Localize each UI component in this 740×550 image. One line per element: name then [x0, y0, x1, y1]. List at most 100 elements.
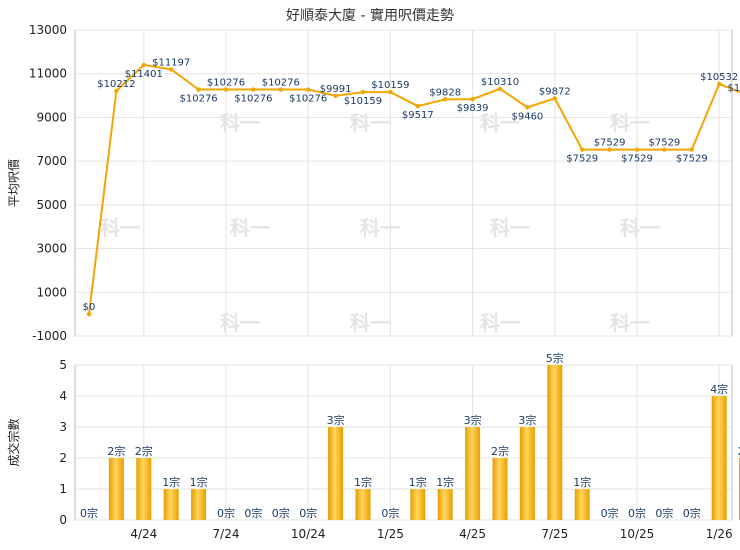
- volume-data-label: 0宗: [272, 506, 290, 520]
- x-tick-label: 7/25: [541, 527, 568, 541]
- price-data-label: $10276: [262, 78, 300, 89]
- price-data-label: $0: [83, 302, 96, 313]
- volume-bar: [711, 396, 727, 520]
- watermark-text: 科一: [360, 216, 400, 240]
- volume-bar: [410, 489, 426, 520]
- volume-data-label: 0宗: [244, 506, 262, 520]
- price-point: [689, 147, 694, 152]
- volume-data-label: 1宗: [573, 475, 591, 489]
- watermark-text: 科一: [350, 111, 390, 135]
- volume-data-label: 0宗: [217, 506, 235, 520]
- price-data-label: $9872: [539, 86, 571, 97]
- price-point: [388, 89, 393, 95]
- price-point: [251, 87, 256, 92]
- volume-bar: [163, 489, 179, 520]
- price-y-tick-label: 7000: [36, 154, 67, 168]
- volume-bar: [108, 458, 124, 520]
- volume-panel: 0 1 2 3 4 5 4/24 7/24 10/24 1/25 4/25 7/25 10/25 1/26…: [6, 351, 740, 541]
- price-point: [662, 147, 667, 152]
- volume-data-label: 0宗: [683, 506, 701, 520]
- price-point: [141, 62, 146, 68]
- watermark-text: 科一: [480, 311, 520, 335]
- price-data-label: $9991: [320, 84, 352, 95]
- price-data-label: $10276: [207, 78, 245, 89]
- price-point: [443, 97, 448, 102]
- price-point: [360, 89, 366, 95]
- price-point: [470, 96, 475, 102]
- price-y-tick-label: 13000: [29, 23, 67, 37]
- price-y-axis-label: 平均呎價: [7, 159, 21, 207]
- volume-bar: [492, 458, 508, 520]
- price-point: [552, 96, 557, 101]
- price-data-label: $7529: [676, 154, 708, 165]
- watermark-text: 科一: [480, 111, 520, 135]
- price-data-label: $10212: [97, 79, 135, 90]
- watermark-text: 科一: [230, 216, 270, 240]
- price-point: [717, 81, 722, 87]
- volume-bar: [328, 427, 344, 520]
- volume-data-label: 1宗: [190, 475, 208, 489]
- volume-data-label: 0宗: [80, 506, 98, 520]
- price-data-label: $10310: [481, 77, 519, 88]
- watermark-text: 科一: [620, 216, 660, 240]
- price-point: [634, 147, 640, 152]
- price-y-tick-label: 3000: [36, 242, 67, 256]
- price-point: [196, 87, 201, 92]
- price-y-tick-label: 1000: [36, 285, 67, 299]
- volume-data-label: 1宗: [436, 475, 454, 489]
- price-point: [223, 87, 229, 92]
- price-data-label: $10037: [728, 83, 740, 94]
- volume-data-label: 3宗: [518, 413, 536, 427]
- volume-data-label: 3宗: [327, 413, 345, 427]
- price-y-tick-label: 9000: [36, 110, 67, 124]
- volume-data-label: 4宗: [710, 382, 728, 396]
- watermark-text: 科一: [610, 111, 650, 135]
- volume-bar: [547, 365, 563, 520]
- volume-y-tick-label: 3: [59, 420, 67, 434]
- price-data-label: $7529: [621, 154, 653, 165]
- price-data-label: $9517: [402, 110, 434, 121]
- volume-y-tick-label: 2: [59, 451, 67, 465]
- volume-data-label: 0宗: [299, 506, 317, 520]
- volume-data-label: 0宗: [655, 506, 673, 520]
- price-data-label: $10276: [180, 94, 218, 105]
- price-plot-area: [74, 29, 733, 337]
- price-data-label: $9828: [429, 87, 461, 98]
- volume-data-label: 1宗: [162, 475, 180, 489]
- price-point: [580, 147, 585, 152]
- volume-bar: [355, 489, 371, 520]
- price-data-label: $10276: [289, 94, 327, 105]
- volume-bar: [465, 427, 481, 520]
- price-data-label: $10159: [371, 80, 409, 91]
- x-tick-label: 1/26: [706, 527, 733, 541]
- x-tick-label: 4/25: [459, 527, 486, 541]
- price-data-label: $11197: [152, 57, 190, 68]
- chart-title: 好順泰大廈 - 實用呎價走勢: [286, 7, 454, 24]
- price-data-label: $10532: [700, 72, 738, 83]
- volume-bar: [574, 489, 590, 520]
- watermark-text: 科一: [350, 311, 390, 335]
- watermark-text: 科一: [610, 311, 650, 335]
- volume-bar: [136, 458, 152, 520]
- volume-plot-area: [74, 364, 733, 521]
- price-data-label: $9460: [511, 111, 543, 122]
- volume-y-tick-label: 0: [59, 513, 67, 527]
- volume-bar: [437, 489, 453, 520]
- watermark-text: 科一: [490, 216, 530, 240]
- volume-y-tick-label: 5: [59, 358, 67, 372]
- volume-bar: [519, 427, 535, 520]
- price-data-label: $9839: [457, 103, 489, 114]
- price-point: [525, 105, 530, 110]
- volume-data-label: 2宗: [491, 444, 509, 458]
- price-data-label: $7529: [594, 138, 626, 149]
- volume-y-tick-label: 1: [59, 482, 67, 496]
- volume-data-label: 2宗: [107, 444, 125, 458]
- price-point: [607, 147, 612, 152]
- watermark-text: 科一: [220, 111, 260, 135]
- x-tick-label: 4/24: [130, 527, 157, 541]
- volume-data-label: 1宗: [409, 475, 427, 489]
- price-data-label: $7529: [648, 138, 680, 149]
- volume-data-label: 2宗: [738, 444, 740, 458]
- watermark-text: 科一: [100, 216, 140, 240]
